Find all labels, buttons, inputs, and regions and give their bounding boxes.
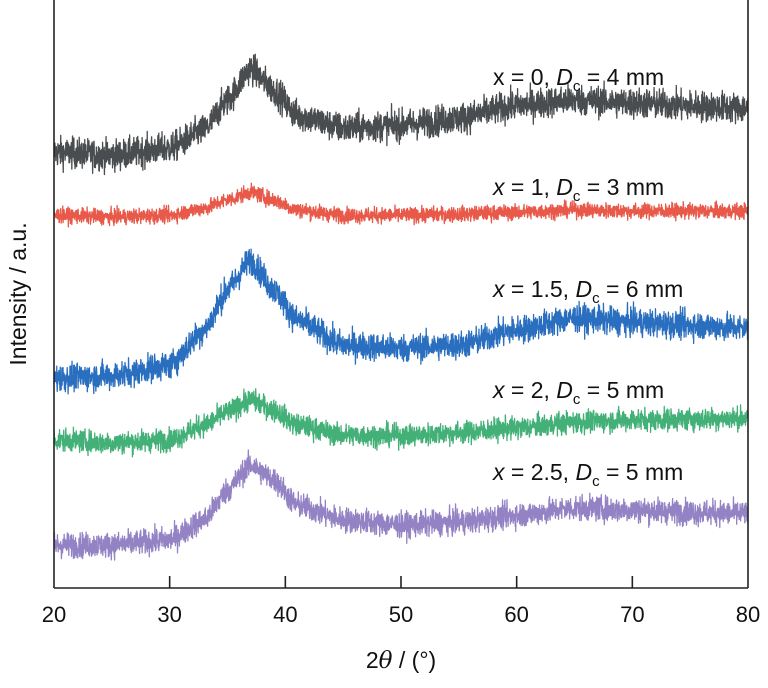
series-label-part: D <box>575 459 592 485</box>
series-label-part: = 1.5, <box>505 276 576 302</box>
x-axis-label: 2θ / (°) <box>366 647 436 674</box>
x-tick-label: 20 <box>42 602 66 627</box>
series-line-4 <box>53 449 749 561</box>
series-label-part: D <box>556 174 573 200</box>
x-tick-label: 40 <box>273 602 297 627</box>
x-tick-label: 80 <box>736 602 760 627</box>
series-label-0: x = 0, Dc = 4 mm <box>493 64 664 95</box>
series-label-part: c <box>573 188 581 205</box>
series-label-part: = 2.5, <box>505 459 576 485</box>
series-line-1 <box>53 182 749 228</box>
series-label-part: x <box>492 459 506 485</box>
series-label-part: = 2, <box>505 377 557 403</box>
y-axis-label: Intensity / a.u. <box>5 222 31 365</box>
series-label-1: x = 1, Dc = 3 mm <box>492 174 664 205</box>
x-tick-label: 50 <box>389 602 413 627</box>
series-label-part: = 4 mm <box>580 64 664 90</box>
series-label-part: x <box>492 276 506 302</box>
series-line-0 <box>53 53 749 176</box>
series-label-3: x = 2, Dc = 5 mm <box>492 377 664 408</box>
series-label-part: c <box>573 391 581 408</box>
series-label-part: x <box>492 377 506 403</box>
series-line-3 <box>53 388 749 458</box>
series-label-part: D <box>556 377 573 403</box>
series-label-part: c <box>573 78 581 95</box>
series-label-part: x <box>493 64 505 90</box>
curves <box>53 53 749 561</box>
series-label-part: = 0, <box>505 64 557 90</box>
x-ticks: 20 30 40 50 60 70 80 <box>42 576 760 627</box>
series-label-part: = 5 mm <box>600 459 684 485</box>
series-label-part: = 5 mm <box>580 377 664 403</box>
series-label-part: D <box>556 64 573 90</box>
x-tick-label: 60 <box>504 602 528 627</box>
series-label-part: c <box>592 290 600 307</box>
series-label-2: x = 1.5, Dc = 6 mm <box>492 276 683 307</box>
series-label-4: x = 2.5, Dc = 5 mm <box>492 459 683 490</box>
series-label-part: x <box>492 174 506 200</box>
series-labels: x = 0, Dc = 4 mmx = 1, Dc = 3 mmx = 1.5,… <box>492 64 683 490</box>
x-tick-label: 30 <box>157 602 181 627</box>
series-label-part: = 1, <box>505 174 557 200</box>
series-label-part: D <box>575 276 592 302</box>
series-line-2 <box>53 248 749 395</box>
series-label-part: = 6 mm <box>600 276 684 302</box>
series-label-part: = 3 mm <box>580 174 664 200</box>
x-tick-label: 70 <box>620 602 644 627</box>
series-label-part: c <box>592 473 600 490</box>
